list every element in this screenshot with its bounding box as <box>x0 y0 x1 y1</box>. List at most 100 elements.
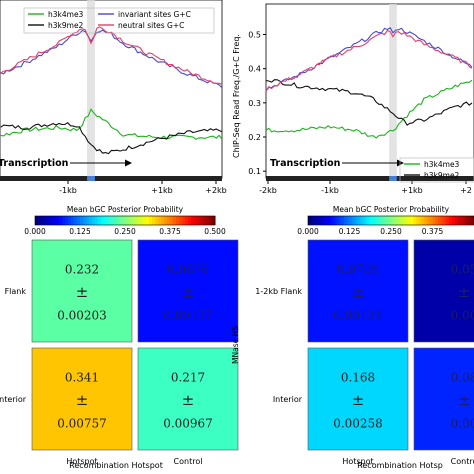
colorbar-segment <box>194 216 198 225</box>
colorbar-segment <box>341 216 345 225</box>
y-category-label: 1-2kb Flank <box>255 287 302 296</box>
legend-label: neutral sites G+C <box>118 21 184 30</box>
colorbar-segment <box>185 216 189 225</box>
x-tick-label: +2kb <box>205 186 227 195</box>
colorbar-segment <box>374 216 378 225</box>
colorbar-segment <box>152 216 156 225</box>
legend-box <box>23 7 215 34</box>
colorbar-segment <box>435 216 439 225</box>
heatmap-cell <box>413 239 474 343</box>
colorbar-segment <box>200 216 204 225</box>
colorbar-segment <box>357 216 362 225</box>
colorbar-segment <box>116 216 120 225</box>
colorbar-segment <box>137 216 141 225</box>
y-tick-label: 0.1 <box>248 167 261 176</box>
colorbar-segment <box>402 216 406 225</box>
colorbar-segment <box>212 216 216 225</box>
colorbar-segment <box>349 216 353 225</box>
colorbar-segment <box>104 216 108 225</box>
colorbar-segment <box>396 216 400 225</box>
colorbar-segment <box>65 216 69 225</box>
colorbar-segment <box>98 216 102 225</box>
legend-label: h3k4me3 <box>48 10 84 19</box>
colorbar-segment <box>440 216 445 225</box>
cell-mean: 0.05 <box>451 263 474 277</box>
colorbar-segment <box>50 216 54 225</box>
cell-error: 0.00 <box>451 309 474 323</box>
colorbar-segment <box>77 216 81 225</box>
x-axis-label: Recombination Hotsp <box>357 461 443 470</box>
colorbar-segment <box>335 216 339 225</box>
transcription-arrowhead <box>397 159 404 167</box>
cell-plus-minus: ± <box>458 391 471 409</box>
colorbar-segment <box>209 216 213 225</box>
colorbar-segment <box>161 216 165 225</box>
cell-error: 0.00203 <box>57 309 107 323</box>
y-category-label: Flank <box>5 287 27 296</box>
colorbar-segment <box>432 216 436 225</box>
line-panel-top-right: Transcription -2kb -1kb +1kb +2 0.1 0.2 0.3 0.4 0… <box>232 3 474 195</box>
y-tick-label: 0.5 <box>248 31 261 40</box>
x-tick-label: +2 <box>460 186 472 195</box>
colorbar-segment <box>332 216 337 225</box>
colorbar-segment <box>418 216 422 225</box>
x-category-label: Hotspot <box>342 457 373 466</box>
cell-plus-minus: ± <box>352 391 365 409</box>
cell-mean: 0.08 <box>451 371 474 385</box>
colorbar-segment <box>197 216 201 225</box>
colorbar-segment <box>346 216 350 225</box>
colorbar-segment <box>110 216 114 225</box>
colorbar-tick-label: 0.125 <box>69 227 91 236</box>
cell-error: 0.00157 <box>163 309 213 323</box>
colorbar-segment <box>379 216 384 225</box>
colorbar-segment <box>56 216 60 225</box>
colorbar-segment <box>191 216 195 225</box>
colorbar-segment <box>44 216 48 225</box>
cell-plus-minus: ± <box>76 283 89 301</box>
colorbar-label: Mean bGC Posterior Probability <box>333 205 450 214</box>
colorbar-segment <box>465 216 469 225</box>
colorbar-segment <box>131 216 135 225</box>
colorbar-segment <box>471 216 474 225</box>
colorbar-segment <box>113 216 117 225</box>
heatmap-cell <box>137 347 239 451</box>
colorbar-segment <box>368 216 373 225</box>
colorbar-segment <box>101 216 105 225</box>
series-line-h3k9me2 <box>265 79 473 126</box>
colorbar-segment <box>83 216 87 225</box>
colorbar-frame <box>307 215 474 226</box>
heatmap-panel-bottom-right: Mean bGC Posterior Probability 0.000 0.125… <box>231 205 474 470</box>
heatmap-cell <box>137 239 239 343</box>
colorbar-segment <box>404 216 409 225</box>
colorbar-segment <box>371 216 375 225</box>
colorbar-tick-label: 0.000 <box>297 227 319 236</box>
x-category-label: Contro <box>451 457 474 466</box>
series-line-h3k9me2 <box>0 121 223 155</box>
y-axis-label: ChIP-Seq Read Freq./G+C Freq. <box>232 34 241 158</box>
colorbar-segment <box>134 216 138 225</box>
colorbar-segment <box>449 216 453 225</box>
y-tick-label: 0.2 <box>248 133 261 142</box>
colorbar-segment <box>41 216 45 225</box>
colorbar-segment <box>119 216 123 225</box>
colorbar-segment <box>74 216 78 225</box>
y-axis-label: MNase HS <box>231 326 240 364</box>
colorbar-segment <box>128 216 132 225</box>
cell-mean: 0.0709 <box>337 263 379 277</box>
colorbar-tick-label: 0.250 <box>380 227 402 236</box>
colorbar-segment <box>313 216 317 225</box>
cell-plus-minus: ± <box>352 283 365 301</box>
colorbar-tick-label: 0.250 <box>114 227 136 236</box>
tss-marker <box>87 176 95 181</box>
colorbar-segment <box>173 216 177 225</box>
cell-plus-minus: ± <box>458 283 471 301</box>
colorbar-segment <box>155 216 159 225</box>
colorbar-segment <box>462 216 467 225</box>
series-line-h3k4me3 <box>0 108 223 140</box>
colorbar-tick-label: 0.125 <box>339 227 361 236</box>
colorbar-segment <box>393 216 398 225</box>
colorbar-segment <box>377 216 381 225</box>
transcription-arrowhead <box>125 159 132 167</box>
y-category-label: nterior <box>0 395 27 404</box>
